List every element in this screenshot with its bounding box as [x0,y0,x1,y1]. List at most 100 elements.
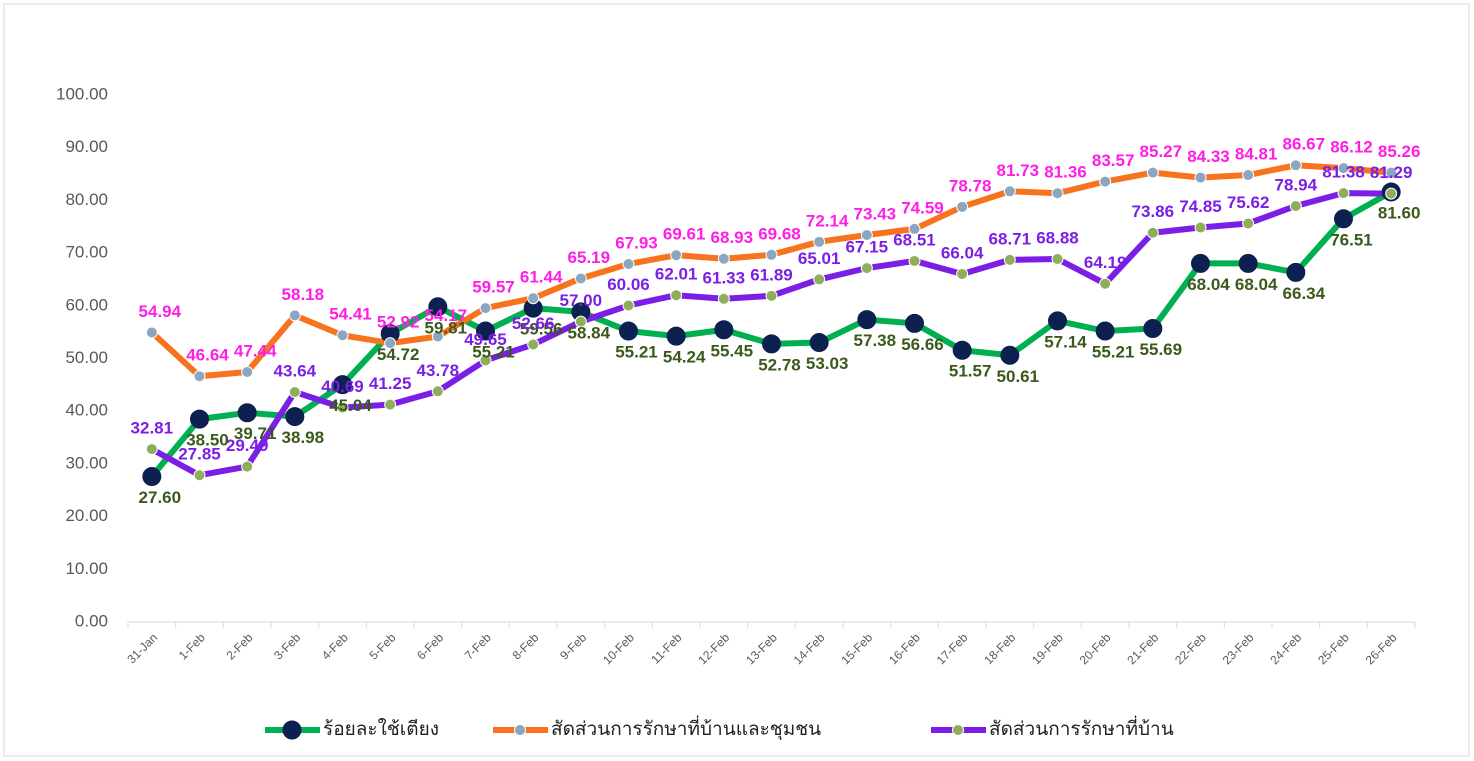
data-label: 55.69 [1140,340,1183,359]
data-point [905,313,924,333]
data-label: 46.64 [186,346,229,365]
data-label: 54.17 [425,306,468,325]
data-label: 68.04 [1235,275,1278,294]
data-point [1337,187,1350,200]
data-point [813,273,826,286]
data-label: 54.41 [329,305,372,324]
data-label: 85.26 [1378,142,1421,161]
data-point [670,249,683,262]
data-point [1003,253,1016,266]
data-label: 57.38 [854,331,897,350]
y-tick-label: 0.00 [75,611,108,630]
data-label: 54.72 [377,345,420,364]
data-point [145,326,158,339]
legend-marker [514,724,526,736]
data-label: 86.12 [1330,138,1373,157]
data-label: 65.19 [568,248,611,267]
data-label: 78.94 [1275,175,1318,194]
data-label: 58.84 [568,323,611,342]
data-label: 73.86 [1132,202,1175,221]
data-label: 38.98 [282,428,325,447]
data-point [1146,226,1159,239]
data-label: 83.57 [1092,151,1135,170]
data-label: 68.93 [711,228,754,247]
data-point [1191,253,1210,273]
data-point [527,338,540,351]
data-label: 55.21 [615,343,658,362]
data-point [336,329,349,342]
data-label: 68.04 [1187,275,1230,294]
data-label: 57.00 [560,291,603,310]
data-label: 69.61 [663,225,706,244]
data-point [1099,277,1112,290]
data-label: 62.01 [655,265,698,284]
data-point [956,267,969,280]
data-label: 67.93 [615,233,658,252]
data-point [1051,253,1064,266]
data-point [574,315,587,328]
y-tick-label: 60.00 [65,295,108,314]
data-point [619,321,638,341]
legend-marker [282,720,302,740]
data-label: 50.61 [997,367,1040,386]
data-label: 32.81 [131,419,174,438]
data-point [860,262,873,275]
data-point [1242,169,1255,182]
data-label: 41.25 [369,374,412,393]
data-label: 47.44 [234,341,277,360]
data-label: 65.01 [798,249,841,268]
data-label: 81.38 [1322,163,1365,182]
data-label: 45.04 [329,396,372,415]
data-point [384,398,397,411]
data-point [193,370,206,383]
data-point [145,443,158,456]
data-label: 66.04 [941,243,984,262]
data-point [1289,159,1302,172]
legend-label: ร้อยละใช้เตียง [323,718,439,740]
data-point [717,252,730,265]
data-label: 75.62 [1227,193,1270,212]
y-tick-label: 100.00 [56,84,108,103]
data-label: 61.33 [703,268,746,287]
data-label: 74.85 [1179,197,1222,216]
data-point [1194,221,1207,234]
data-label: 73.43 [854,205,897,224]
data-point [527,292,540,305]
data-label: 39.71 [234,424,277,443]
data-label: 76.51 [1330,230,1373,249]
legend-marker [952,724,964,736]
data-label: 66.34 [1283,284,1326,303]
data-label: 74.59 [901,198,944,217]
y-tick-label: 30.00 [65,453,108,472]
data-point [288,309,301,322]
data-point [336,401,349,414]
data-label: 68.88 [1036,228,1079,247]
data-point [288,386,301,399]
data-point [241,460,254,473]
data-point [1385,166,1398,179]
data-label: 55.21 [1092,343,1135,362]
chart-border [3,3,1470,757]
data-point [765,289,778,302]
data-label: 27.60 [139,488,182,507]
data-label: 49.65 [464,330,507,349]
data-label: 81.60 [1378,203,1421,222]
y-tick-label: 20.00 [65,506,108,525]
data-label: 57.14 [1044,332,1087,351]
data-point [193,469,206,482]
data-point [1003,185,1016,198]
data-point [237,403,257,423]
legend-label: สัดส่วนการรักษาที่บ้านและชุมชน [551,715,821,741]
data-point [1000,345,1020,365]
data-point [384,337,397,350]
data-point [809,333,829,353]
data-label: 78.78 [949,176,992,195]
y-tick-label: 40.00 [65,401,108,420]
data-label: 61.89 [750,265,793,284]
data-point [1238,253,1258,273]
data-point [1334,209,1353,229]
data-point [1099,175,1112,188]
y-tick-label: 90.00 [65,137,108,156]
data-point [1242,217,1255,230]
